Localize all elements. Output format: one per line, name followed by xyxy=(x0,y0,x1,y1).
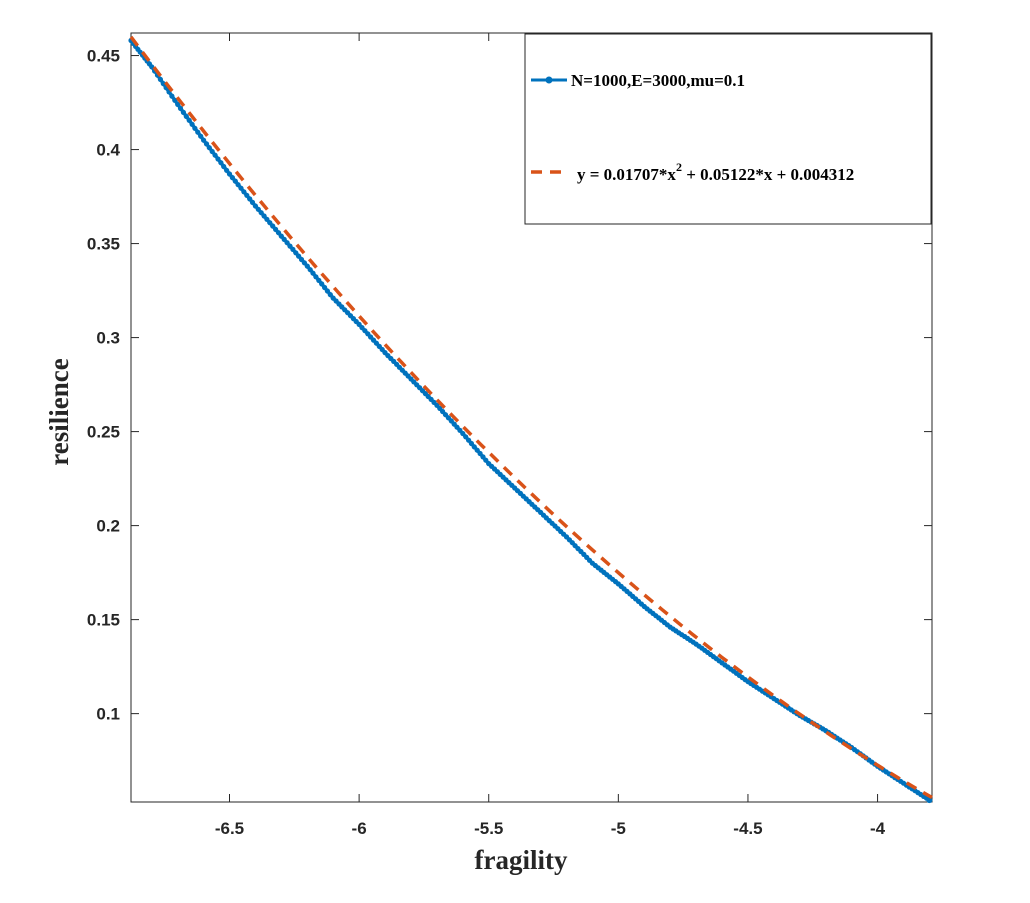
series-point-measured xyxy=(160,81,166,87)
y-tick-label: 0.1 xyxy=(96,705,120,724)
y-tick-label: 0.45 xyxy=(87,47,120,66)
series-point-measured xyxy=(322,284,328,291)
series-point-measured xyxy=(209,148,215,155)
series-point-measured xyxy=(183,113,189,119)
series-point-measured xyxy=(241,189,247,195)
x-tick-label: -4.5 xyxy=(733,819,762,838)
series-layer xyxy=(128,35,933,804)
y-tick-label: 0.3 xyxy=(96,329,120,348)
series-point-measured xyxy=(195,129,201,135)
series-point-measured xyxy=(319,281,325,287)
series-point-measured xyxy=(304,263,310,269)
series-point-measured xyxy=(218,160,224,166)
series-point-measured xyxy=(235,182,241,188)
x-tick-label: -5.5 xyxy=(474,819,503,838)
x-tick-label: -6 xyxy=(352,819,367,838)
series-point-measured xyxy=(189,121,195,127)
series-point-measured xyxy=(316,277,322,283)
series-markers-measured xyxy=(128,37,933,804)
series-point-measured xyxy=(327,292,333,298)
series-point-measured xyxy=(177,105,184,111)
x-tick-label: -4 xyxy=(870,819,886,838)
series-point-measured xyxy=(477,450,483,457)
series-point-measured xyxy=(247,196,253,202)
series-point-measured xyxy=(212,152,218,158)
series-point-measured xyxy=(206,145,212,151)
series-point-measured xyxy=(180,109,186,115)
series-point-measured xyxy=(255,206,261,212)
y-axis-ticks: 0.1 0.15 0.2 0.25 0.3 0.35 0.4 0.45 xyxy=(87,47,932,724)
y-tick-label: 0.25 xyxy=(87,423,120,442)
legend-series2-label-exponent: 2 xyxy=(676,160,682,174)
series-point-measured xyxy=(221,163,227,170)
series-point-measured xyxy=(224,167,230,173)
series-point-measured xyxy=(310,270,316,276)
series-point-measured xyxy=(192,125,198,131)
y-axis-title: resilience xyxy=(44,358,74,465)
legend-series2-label-prefix: y = 0.01707*x xyxy=(577,165,676,184)
y-tick-label: 0.35 xyxy=(87,235,120,254)
series-point-measured xyxy=(270,223,276,229)
series-point-measured xyxy=(215,156,221,162)
series-point-measured xyxy=(238,185,244,191)
legend: N=1000,E=3000,mu=0.1 y = 0.01707*x2 + 0.… xyxy=(524,33,932,225)
series-line-fit xyxy=(129,35,933,800)
series-point-measured xyxy=(290,246,296,252)
legend-box xyxy=(524,33,932,225)
series-point-measured xyxy=(232,178,238,184)
y-tick-label: 0.4 xyxy=(96,141,120,160)
series-point-measured xyxy=(296,253,302,259)
series-point-measured xyxy=(172,97,178,103)
series-point-measured xyxy=(175,101,181,107)
series-point-measured xyxy=(226,171,233,177)
series-point-measured xyxy=(229,175,235,181)
y-tick-label: 0.15 xyxy=(87,611,120,630)
legend-series2-label-suffix: + 0.05122*x + 0.004312 xyxy=(682,165,854,184)
series-point-measured xyxy=(264,216,270,222)
series-point-measured xyxy=(169,93,175,99)
series-point-measured xyxy=(244,192,250,198)
series-point-measured xyxy=(307,267,313,273)
series-point-measured xyxy=(313,274,319,280)
legend-series1-marker xyxy=(545,76,553,84)
series-point-measured xyxy=(284,240,290,246)
x-axis-ticks: -6.5 -6 -5.5 -5 -4.5 -4 xyxy=(215,33,886,838)
series-point-measured xyxy=(157,76,163,82)
series-point-measured xyxy=(198,133,204,139)
series-point-measured xyxy=(203,141,210,147)
series-point-measured xyxy=(186,117,192,123)
series-point-measured xyxy=(483,457,489,463)
x-tick-label: -5 xyxy=(611,819,626,838)
series-point-measured xyxy=(463,434,469,440)
legend-series1-label: N=1000,E=3000,mu=0.1 xyxy=(571,71,745,90)
legend-series2-label: y = 0.01707*x2 + 0.05122*x + 0.004312 xyxy=(577,160,854,184)
y-tick-label: 0.2 xyxy=(96,517,120,536)
x-tick-label: -6.5 xyxy=(215,819,244,838)
x-axis-title: fragility xyxy=(475,845,568,875)
series-point-measured xyxy=(249,199,256,205)
series-point-measured xyxy=(324,288,330,294)
series-point-measured xyxy=(201,137,207,143)
series-point-measured xyxy=(468,440,474,447)
